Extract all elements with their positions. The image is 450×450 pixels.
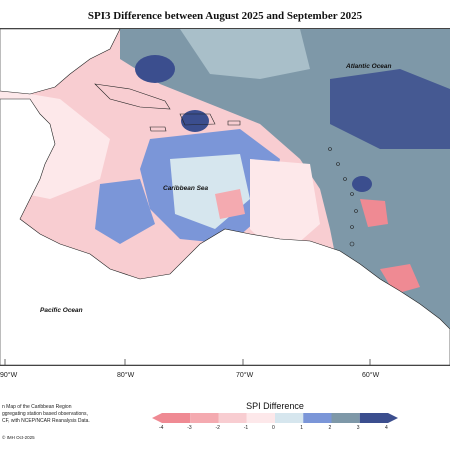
note-line-3: CF, with NCEP/NCAR Reanalysis Data. [2,418,90,424]
colorbar-tick-label: 4 [385,425,388,431]
legend-title: SPI Difference [246,401,304,411]
tick-90w: 90°W [0,372,18,379]
field-spot-3 [215,189,245,219]
field-north-light [180,29,310,79]
colorbar-segment [331,413,360,423]
field-west-blue [95,179,155,244]
colorbar-tick-label: -2 [215,425,220,431]
note-line-1: n Map of the Caribbean Region [2,404,72,410]
credit: © IMH Oct-2025 [2,435,35,440]
tick-70w: 70°W [236,372,254,379]
note-line-2: ggregating station based observations, [2,411,88,417]
tick-60w: 60°W [362,372,380,379]
colorbar-tick-label: 3 [356,425,360,431]
land-north-america [0,29,121,95]
spi-map [0,28,450,366]
label-atlantic-ocean: Atlantic Ocean [346,63,392,70]
colorbar-tick-label: 1 [300,425,304,431]
colorbar-segment [246,413,275,423]
land-hispaniola [179,113,216,126]
longitude-tick-marks [4,359,371,365]
land-cuba [94,83,171,110]
colorbar-segment [303,413,332,423]
colorbar-arrow-left [152,413,162,423]
colorbar-tick-label: 2 [328,425,332,431]
colorbar-arrow-right [388,413,398,423]
field-atlantic-dark [330,69,450,149]
colorbar-segment [190,413,219,423]
colorbar-tick-label: -1 [243,425,249,431]
land-jamaica [149,126,167,132]
label-caribbean-sea: Caribbean Sea [163,185,209,192]
field-antilles-dark [352,176,372,192]
colorbar-segment [275,413,304,423]
field-bahamas-dark [135,55,175,83]
field-spot-2 [380,264,420,294]
colorbar-segment [162,413,191,423]
tick-80w: 80°W [117,372,135,379]
field-hispaniola-dark [181,110,209,132]
land-lesser-antilles [328,147,358,247]
field-east-pink [250,159,320,259]
land-central-south-america [0,98,450,365]
colorbar-segment [359,413,388,423]
legend-colorbar [152,413,398,423]
label-pacific-ocean: Pacific Ocean [40,307,83,314]
map-title: SPI3 Difference between August 2025 and … [87,10,363,22]
map-canvas [0,29,450,365]
colorbar-tick-label: -3 [187,425,192,431]
land-puerto-rico [227,120,241,126]
field-spot-1 [360,199,388,227]
colorbar-segment [218,413,247,423]
colorbar-tick-label: 0 [272,425,275,431]
colorbar-tick-label: -4 [159,425,164,431]
